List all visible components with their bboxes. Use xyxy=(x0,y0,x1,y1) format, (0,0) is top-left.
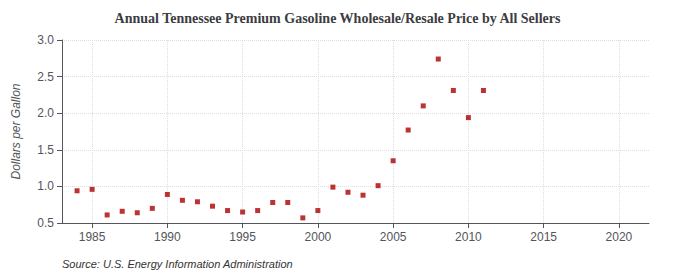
svg-text:2005: 2005 xyxy=(380,230,407,244)
svg-text:2015: 2015 xyxy=(530,230,557,244)
svg-text:0.5: 0.5 xyxy=(37,216,54,230)
svg-text:2.5: 2.5 xyxy=(37,70,54,84)
svg-text:2010: 2010 xyxy=(455,230,482,244)
svg-text:Dollars per Gallon: Dollars per Gallon xyxy=(9,83,23,179)
svg-text:2020: 2020 xyxy=(606,230,633,244)
svg-text:3.0: 3.0 xyxy=(37,33,54,47)
svg-text:1985: 1985 xyxy=(79,230,106,244)
svg-text:1.0: 1.0 xyxy=(37,179,54,193)
svg-text:Annual Tennessee Premium Gasol: Annual Tennessee Premium Gasoline Wholes… xyxy=(115,11,561,26)
svg-text:2.0: 2.0 xyxy=(37,106,54,120)
svg-text:1.5: 1.5 xyxy=(37,143,54,157)
svg-text:2000: 2000 xyxy=(305,230,332,244)
svg-text:1995: 1995 xyxy=(229,230,256,244)
svg-text:Source: U.S. Energy Informatio: Source: U.S. Energy Information Administ… xyxy=(62,258,293,270)
svg-text:1990: 1990 xyxy=(154,230,181,244)
